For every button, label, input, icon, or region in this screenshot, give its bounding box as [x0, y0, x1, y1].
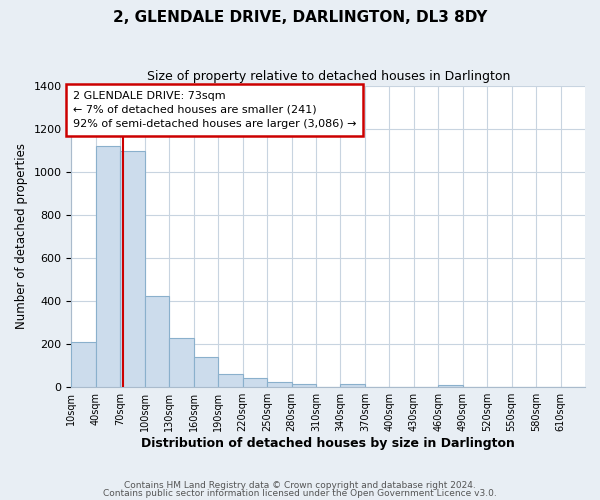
Title: Size of property relative to detached houses in Darlington: Size of property relative to detached ho… [146, 70, 510, 83]
Y-axis label: Number of detached properties: Number of detached properties [15, 144, 28, 330]
Text: Contains HM Land Registry data © Crown copyright and database right 2024.: Contains HM Land Registry data © Crown c… [124, 481, 476, 490]
Bar [121, 152, 145, 387]
Bar [194, 357, 218, 387]
Bar [267, 382, 292, 387]
Bar [96, 146, 121, 387]
Bar [292, 384, 316, 387]
Bar [438, 386, 463, 387]
Text: Contains public sector information licensed under the Open Government Licence v3: Contains public sector information licen… [103, 488, 497, 498]
Bar [340, 384, 365, 387]
Bar [242, 378, 267, 387]
X-axis label: Distribution of detached houses by size in Darlington: Distribution of detached houses by size … [141, 437, 515, 450]
Bar [145, 296, 169, 387]
Bar [218, 374, 242, 387]
Bar [71, 342, 96, 387]
Text: 2, GLENDALE DRIVE, DARLINGTON, DL3 8DY: 2, GLENDALE DRIVE, DARLINGTON, DL3 8DY [113, 10, 487, 25]
Bar [169, 338, 194, 387]
Text: 2 GLENDALE DRIVE: 73sqm
← 7% of detached houses are smaller (241)
92% of semi-de: 2 GLENDALE DRIVE: 73sqm ← 7% of detached… [73, 91, 356, 129]
